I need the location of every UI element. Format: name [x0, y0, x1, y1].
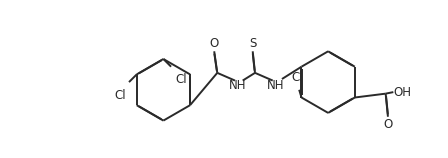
- Text: Cl: Cl: [115, 89, 126, 102]
- Text: O: O: [210, 37, 219, 50]
- Text: S: S: [249, 37, 256, 50]
- Text: NH: NH: [267, 79, 284, 92]
- Text: NH: NH: [229, 79, 247, 92]
- Text: Cl: Cl: [291, 71, 303, 84]
- Text: O: O: [383, 118, 392, 131]
- Text: OH: OH: [394, 86, 412, 99]
- Text: Cl: Cl: [175, 73, 187, 86]
